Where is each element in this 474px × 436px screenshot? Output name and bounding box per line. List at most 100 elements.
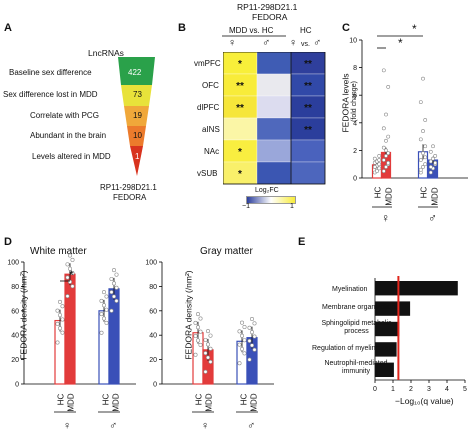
panel-d-point bbox=[102, 316, 107, 321]
heatmap-significance: ** bbox=[236, 81, 244, 92]
panel-e-term-3: Regulation of myelination bbox=[312, 345, 391, 352]
panel-e-xlabel: −Log₁₀(q value) bbox=[395, 396, 454, 406]
panel-c-point bbox=[433, 154, 438, 158]
panel-d-point bbox=[112, 281, 117, 286]
panel-d-point bbox=[102, 303, 107, 308]
funnel-segment-3 bbox=[127, 126, 146, 146]
panel-e-xtick-label: 4 bbox=[445, 386, 449, 393]
heatmap-significance: * bbox=[238, 169, 242, 180]
panel-c-point bbox=[386, 151, 391, 156]
panel-d-point bbox=[57, 313, 62, 318]
panel-d-gray-male: ♂ bbox=[247, 420, 256, 432]
panel-c-point bbox=[375, 169, 379, 174]
panel-d-point bbox=[104, 320, 109, 325]
panel-b-header-lines bbox=[222, 35, 286, 37]
panel-c-ytick-label: 10 bbox=[349, 38, 357, 45]
panel-c-ytick-label: 4 bbox=[353, 120, 357, 127]
panel-e-bar bbox=[375, 281, 458, 296]
panel-c-point bbox=[381, 158, 386, 162]
panel-d-point bbox=[208, 346, 213, 351]
panel-d-point bbox=[247, 338, 252, 343]
panel-d-point bbox=[247, 325, 252, 330]
panel-d-point bbox=[193, 334, 198, 339]
panel-d-point bbox=[237, 329, 242, 334]
panel-d-point bbox=[60, 304, 65, 309]
panel-d-point bbox=[252, 334, 257, 339]
panel-d-point bbox=[70, 257, 75, 262]
heatmap-row-label-3: aINS bbox=[202, 125, 220, 134]
funnel-row-value-4: 1 bbox=[135, 152, 140, 161]
panel-e-bar bbox=[375, 321, 400, 337]
funnel-segment-4 bbox=[130, 146, 143, 176]
panel-c-point bbox=[428, 149, 433, 154]
panel-d-point bbox=[203, 337, 208, 342]
panel-d-point bbox=[57, 326, 62, 331]
panel-c-point bbox=[431, 156, 435, 161]
panel-c-point bbox=[428, 159, 433, 164]
panel-d-point bbox=[60, 330, 65, 335]
panel-d-point bbox=[112, 268, 117, 273]
funnel-row-label-2: Correlate with PCG bbox=[30, 111, 99, 120]
panel-c-male-symbol: ♂ bbox=[428, 211, 437, 225]
panel-c-point bbox=[418, 167, 423, 172]
panel-c-sig-top: * bbox=[412, 22, 417, 36]
panel-d-letter: D bbox=[4, 236, 12, 248]
panel-d-ytick-label: 100 bbox=[145, 260, 157, 267]
funnel-segment-2 bbox=[124, 106, 149, 126]
panel-d-point bbox=[99, 298, 104, 303]
panel-d-ytick-label: 40 bbox=[11, 333, 19, 340]
panel-e-xtick-label: 2 bbox=[409, 386, 413, 393]
panel-d-point bbox=[114, 285, 119, 290]
panel-c-point bbox=[423, 162, 428, 167]
panel-d-point bbox=[57, 299, 62, 304]
heatmap-significance: ** bbox=[304, 103, 312, 114]
panel-d-point bbox=[242, 325, 247, 330]
panel-d-point bbox=[208, 333, 213, 338]
panel-d-gray-title: Gray matter bbox=[200, 246, 253, 257]
panel-b-title-2: FEDORA bbox=[252, 12, 288, 22]
panel-a-header: LncRNAs bbox=[88, 48, 124, 58]
panel-d-ytick-label: 20 bbox=[149, 357, 157, 364]
panel-d-point bbox=[203, 369, 208, 374]
panel-d-point bbox=[109, 308, 114, 313]
panel-e-bar bbox=[375, 342, 397, 357]
panel-b-male-header: ♂ bbox=[262, 37, 271, 49]
panel-d-ytick-label: 60 bbox=[149, 308, 157, 315]
panel-d-point bbox=[112, 294, 117, 299]
panel-d-point bbox=[68, 266, 73, 271]
funnel-row-label-4: Levels altered in MDD bbox=[32, 152, 111, 161]
heatmap-significance: * bbox=[238, 147, 242, 158]
panel-e-xtick-label: 3 bbox=[427, 386, 431, 393]
panel-d-point bbox=[196, 312, 201, 317]
panel-c-point bbox=[372, 165, 377, 169]
panel-c-ytick-label: 0 bbox=[353, 176, 357, 183]
panel-d-point bbox=[198, 342, 203, 347]
heatmap-border bbox=[223, 52, 326, 185]
panel-d-point bbox=[55, 308, 60, 313]
funnel-row-value-2: 19 bbox=[133, 111, 142, 120]
panel-d-point bbox=[198, 316, 203, 321]
panel-c-point bbox=[372, 156, 377, 161]
panel-d-point bbox=[60, 317, 65, 322]
panel-c-point bbox=[386, 160, 391, 165]
panel-c-point bbox=[421, 129, 425, 133]
panel-c-point bbox=[377, 166, 382, 171]
panel-c-point bbox=[384, 138, 388, 143]
panel-c-point bbox=[384, 154, 388, 158]
heatmap-legend-max: 1 bbox=[290, 203, 294, 210]
panel-d-point bbox=[242, 351, 247, 356]
heatmap-row-label-2: dlPFC bbox=[197, 103, 220, 112]
panel-c-ytick-label: 8 bbox=[353, 65, 357, 72]
funnel-row-value-1: 73 bbox=[133, 90, 142, 99]
panel-d-point bbox=[65, 275, 70, 280]
panel-c-point bbox=[421, 151, 425, 156]
panel-d-gray-female: ♀ bbox=[201, 420, 210, 432]
panel-e-xtick-label: 1 bbox=[391, 386, 395, 393]
heatmap-row-label-5: vSUB bbox=[197, 169, 218, 178]
panel-d-point bbox=[104, 294, 109, 299]
heatmap-significance: ** bbox=[304, 125, 312, 136]
panel-c-point bbox=[421, 165, 425, 169]
